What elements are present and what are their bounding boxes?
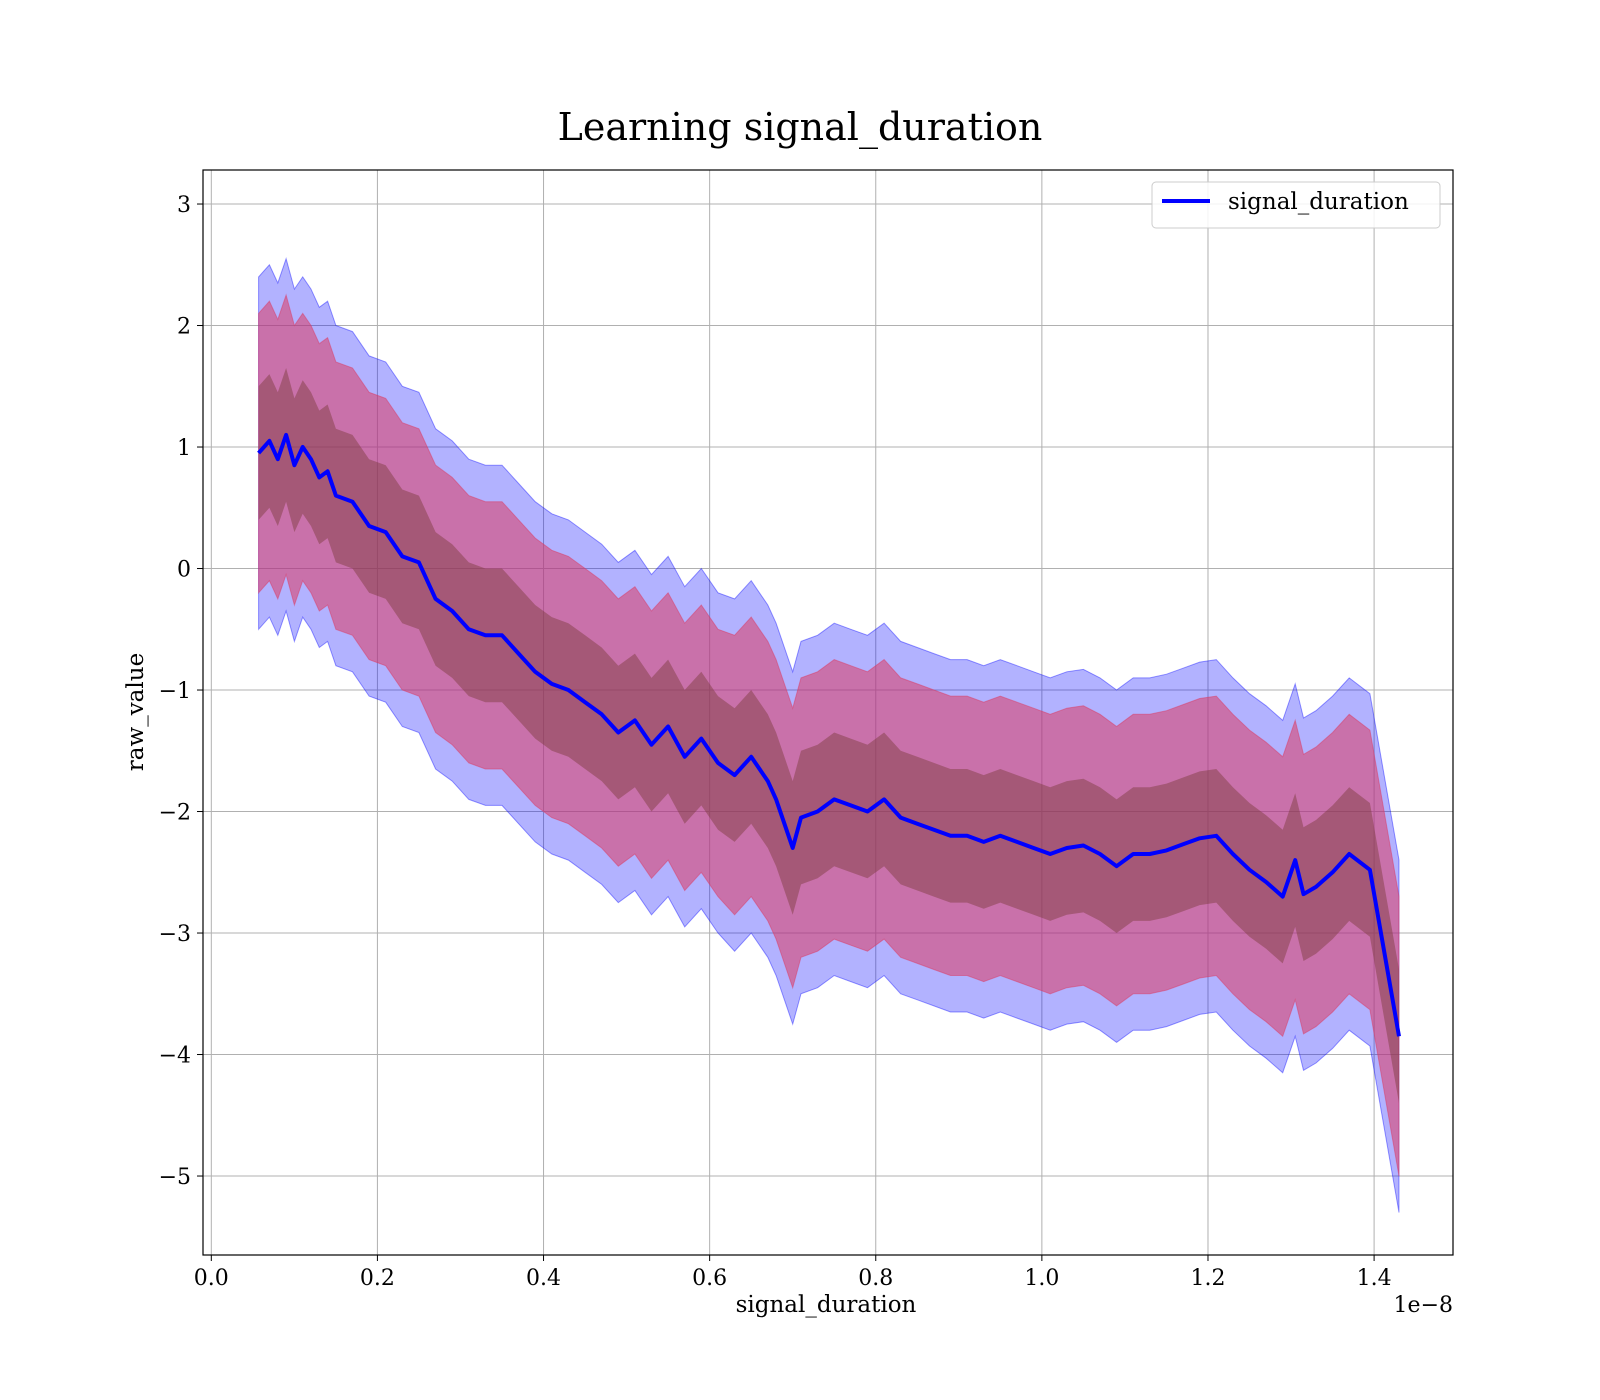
x-axis-label: signal_duration [736,1292,917,1318]
y-tick-label: −3 [159,922,191,947]
legend-label: signal_duration [1228,189,1409,215]
x-axis-offset-label: 1e−8 [1394,1293,1453,1318]
y-tick-label: 3 [177,193,191,218]
y-tick-label: −4 [159,1044,191,1069]
x-tick-label: 0.4 [526,1266,561,1291]
legend: signal_duration [1151,181,1441,229]
plot-frame [202,169,1454,1256]
series-line-signal-duration [257,432,1401,1037]
middle-band [258,293,1400,1177]
legend-box [1151,181,1441,229]
y-tick-label: −1 [159,679,191,704]
plot-area [202,169,1454,1256]
y-tick-label: 2 [177,315,191,340]
y-axis-label: raw_value [123,653,149,771]
x-tick-label: 1.0 [1024,1266,1059,1291]
x-tick-label: 1.2 [1190,1266,1225,1291]
y-tick-label: −2 [159,801,191,826]
y-tick-label: 1 [177,436,191,461]
chart-title: Learning signal_duration [558,105,1043,150]
x-axis-ticks: 0.0 0.2 0.4 0.6 0.8 1.0 1.2 1.4 [194,1255,1392,1291]
x-tick-label: 0.2 [360,1266,395,1291]
y-tick-label: 0 [177,558,191,583]
y-axis-ticks: 3 2 1 0 −1 −2 −3 −4 −5 [159,193,203,1190]
x-tick-label: 1.4 [1357,1266,1392,1291]
series-lines [257,432,1401,1037]
x-tick-label: 0.6 [692,1266,727,1291]
y-tick-label: −5 [159,1165,191,1190]
x-tick-label: 0.0 [194,1266,229,1291]
confidence-bands [258,256,1400,1213]
x-tick-label: 0.8 [858,1266,893,1291]
inner-band [258,368,1400,1104]
